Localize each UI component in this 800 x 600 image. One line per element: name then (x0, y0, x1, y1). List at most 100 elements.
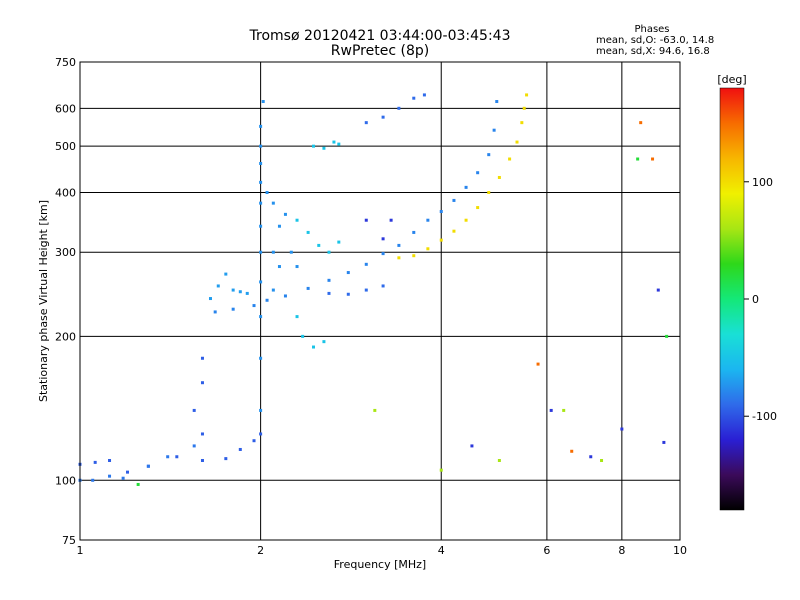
data-point (259, 250, 263, 254)
data-point (277, 224, 281, 228)
data-point (213, 310, 217, 314)
data-point (192, 444, 196, 448)
data-point (295, 265, 299, 269)
data-point (464, 218, 468, 222)
data-point (192, 408, 196, 412)
data-point (364, 288, 368, 292)
data-point (487, 190, 491, 194)
data-point (381, 252, 385, 256)
data-point (487, 153, 491, 157)
y-tick-label: 100 (55, 474, 76, 487)
data-point (412, 96, 416, 100)
data-point (259, 432, 263, 436)
data-point (397, 106, 401, 110)
data-point (283, 294, 287, 298)
data-point (397, 243, 401, 247)
x-tick-label: 4 (438, 544, 445, 557)
data-point (439, 210, 443, 214)
data-point (495, 100, 499, 104)
colorbar-tick-label: 100 (752, 176, 773, 189)
data-point (536, 362, 540, 366)
data-point (245, 291, 249, 295)
data-point (327, 278, 331, 282)
data-point (464, 185, 468, 189)
data-point (108, 474, 112, 478)
chart-title: Tromsø 20120421 03:44:00-03:45:43 (249, 28, 511, 44)
y-tick-label: 750 (55, 56, 76, 69)
colorbar-ticks: 100 0 -100 (744, 176, 777, 423)
data-point (381, 237, 385, 241)
y-tick-label: 200 (55, 330, 76, 343)
data-point (271, 250, 275, 254)
data-point (200, 356, 204, 360)
data-point (252, 439, 256, 443)
y-axis-label: Stationary phase Virtual Height [km] (37, 200, 50, 402)
data-point (283, 212, 287, 216)
data-point (200, 381, 204, 385)
data-point (651, 157, 655, 161)
data-point (439, 238, 443, 242)
y-tick-label: 400 (55, 186, 76, 199)
data-point (492, 128, 496, 132)
data-point (332, 140, 336, 144)
data-point (397, 256, 401, 260)
data-point (259, 124, 263, 128)
data-point (265, 298, 269, 302)
data-point (306, 286, 310, 290)
data-point (426, 247, 430, 251)
legend-line-o: mean, sd,O: -63.0, 14.8 (596, 35, 714, 46)
data-point (216, 284, 220, 288)
data-point (259, 224, 263, 228)
data-point (452, 229, 456, 233)
data-point (337, 142, 341, 146)
chart-subtitle: RwPretec (8p) (331, 43, 429, 59)
data-point (364, 262, 368, 266)
x-tick-label: 2 (257, 544, 264, 557)
data-point (620, 427, 624, 431)
data-point (381, 115, 385, 119)
data-point (126, 470, 130, 474)
y-tick-label: 500 (55, 140, 76, 153)
data-point (261, 100, 265, 104)
data-point (515, 140, 519, 144)
data-point (311, 144, 315, 148)
colorbar-tick-label: -100 (752, 410, 777, 423)
x-tick-label: 8 (618, 544, 625, 557)
data-point (656, 288, 660, 292)
data-point (327, 291, 331, 295)
data-point (381, 284, 385, 288)
data-point (259, 201, 263, 205)
data-point (470, 444, 474, 448)
data-point (295, 315, 299, 319)
data-point (317, 243, 321, 247)
data-point (259, 408, 263, 412)
data-point (121, 476, 125, 480)
data-point (175, 455, 179, 459)
data-point (364, 121, 368, 125)
x-tick-label: 6 (543, 544, 550, 557)
data-point (108, 458, 112, 462)
x-axis-label: Frequency [MHz] (334, 558, 426, 571)
data-point (306, 230, 310, 234)
data-point (322, 146, 326, 150)
data-point (520, 121, 524, 125)
colorbar-tick-label: 0 (752, 293, 759, 306)
data-point (259, 161, 263, 165)
data-point (259, 315, 263, 319)
data-point (439, 468, 443, 472)
data-point (311, 345, 315, 349)
data-point (422, 93, 426, 97)
data-point (364, 218, 368, 222)
data-point (665, 334, 669, 338)
data-point (636, 157, 640, 161)
data-point (259, 180, 263, 184)
data-point (224, 272, 228, 276)
data-point (497, 175, 501, 179)
data-point (301, 334, 305, 338)
data-point (238, 447, 242, 451)
data-points (78, 93, 669, 486)
data-point (289, 250, 293, 254)
legend-heading: Phases (634, 24, 669, 35)
data-point (497, 458, 501, 462)
data-point (200, 432, 204, 436)
